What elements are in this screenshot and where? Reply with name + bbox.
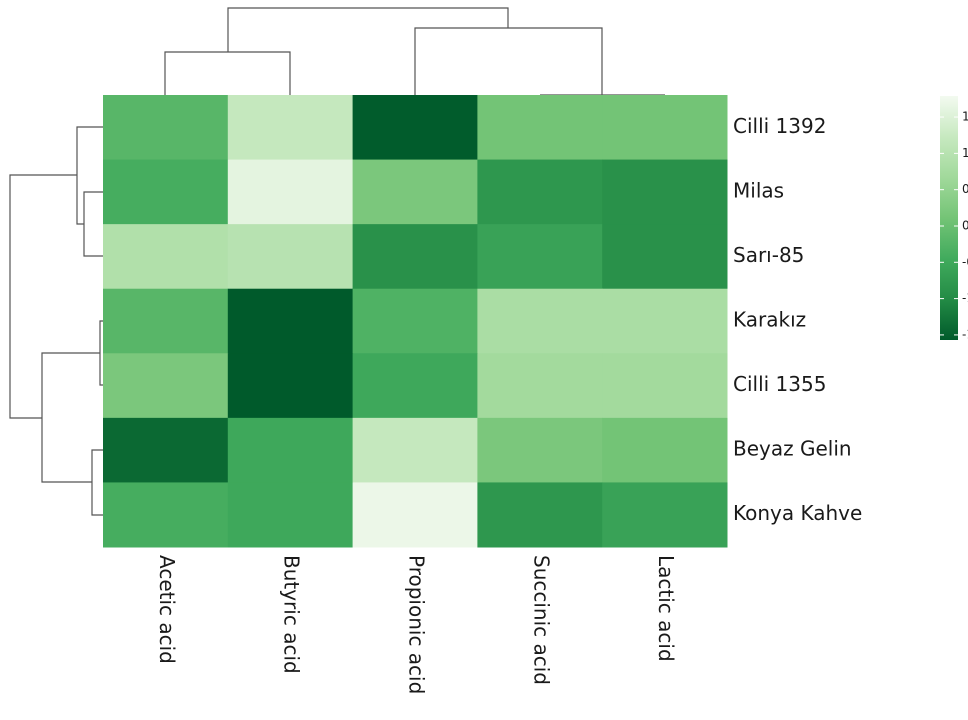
column-label: Lactic acid [654, 555, 678, 662]
heatmap-cell [227, 159, 354, 225]
heatmap-cell [103, 417, 229, 483]
column-label: Acetic acid [155, 555, 179, 664]
heatmap-cell [352, 159, 478, 225]
heatmap-cell [227, 224, 354, 290]
heatmap-cell [352, 353, 478, 419]
row-label: Sarı-85 [733, 243, 804, 267]
row-dendrogram [9, 126, 103, 516]
colorbar-tick-label: -1.5 [962, 327, 968, 341]
heatmap-cell [352, 95, 478, 161]
heatmap-cell [602, 353, 728, 419]
heatmap-cell [477, 288, 603, 354]
heatmap-cell [602, 482, 728, 548]
heatmap-cell [477, 353, 603, 419]
heatmap-cell [477, 417, 603, 483]
heatmap-cell [103, 159, 229, 225]
heatmap-cell [227, 482, 354, 548]
heatmap-cell [352, 417, 478, 483]
row-label: Milas [733, 178, 784, 202]
heatmap-cell [602, 417, 728, 483]
heatmap-cell [602, 224, 728, 290]
heatmap-cell [602, 159, 728, 225]
heatmap-cell [477, 482, 603, 548]
row-label: Beyaz Gelin [733, 437, 852, 461]
heatmap-cell [103, 482, 229, 548]
heatmap-cell [602, 288, 728, 354]
colorbar-tick-label: 0.5 [962, 182, 968, 196]
colorbar-tick-label: 1 [962, 146, 968, 160]
row-label: Cilli 1355 [733, 372, 826, 396]
heatmap-cell [352, 288, 478, 354]
colorbar-tick-label: 1.5 [962, 110, 968, 124]
heatmap-cell [352, 482, 478, 548]
colorbar-tick-label: -0.5 [962, 255, 968, 269]
colorbar [940, 96, 958, 340]
column-label: Butyric acid [280, 555, 304, 674]
heatmap-cell [477, 224, 603, 290]
heatmap-cell [103, 224, 229, 290]
heatmap-cell [352, 224, 478, 290]
column-label: Succinic acid [529, 555, 553, 685]
colorbar-tick-label: -1 [962, 291, 968, 305]
heatmap-cell [103, 353, 229, 419]
heatmap-cell [103, 288, 229, 354]
row-label: Cilli 1392 [733, 114, 826, 138]
column-dendrogram [164, 7, 665, 96]
heatmap-cell [477, 95, 603, 161]
heatmap-cell [227, 95, 354, 161]
heatmap-cell [477, 159, 603, 225]
row-label: Konya Kahve [733, 501, 862, 525]
heatmap-cell [103, 95, 229, 161]
colorbar-tick-label: 0 [962, 218, 968, 232]
heatmap-cell [227, 353, 354, 419]
heatmap-cell [602, 95, 728, 161]
column-label: Propionic acid [405, 555, 429, 694]
heatmap-cell [227, 417, 354, 483]
row-label: Karakız [733, 308, 806, 332]
heatmap-cell [227, 288, 354, 354]
